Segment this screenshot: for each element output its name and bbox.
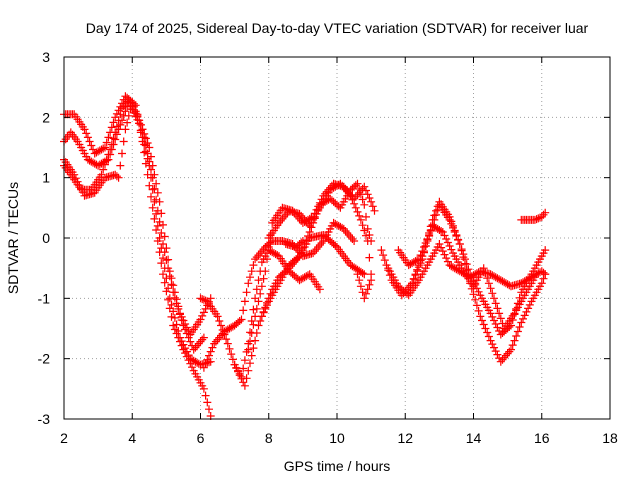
x-axis-label: GPS time / hours — [284, 458, 391, 474]
plus-markers — [384, 240, 550, 300]
plus-markers — [199, 218, 359, 372]
y-tick-label: -1 — [38, 290, 51, 306]
y-tick-labels: -3 -2 -1 0 1 2 3 — [38, 49, 51, 427]
series-track-10 — [264, 179, 376, 279]
x-tick-label: 14 — [466, 430, 482, 446]
y-tick-label: 2 — [42, 109, 50, 125]
x-tick-label: 18 — [602, 430, 618, 446]
plus-markers — [281, 237, 307, 251]
series-track-14 — [384, 240, 550, 300]
series-track-3 — [60, 95, 215, 339]
series-track-6 — [199, 218, 359, 372]
plus-markers — [353, 270, 376, 303]
plus-markers — [196, 246, 324, 381]
series-track-11 — [281, 237, 307, 251]
y-tick-label: 1 — [42, 170, 50, 186]
x-tick-label: 10 — [329, 430, 345, 446]
y-axis-label: SDTVAR / TECUs — [5, 182, 21, 294]
plus-markers — [244, 179, 379, 354]
y-tick-label: -2 — [38, 351, 51, 367]
plus-markers — [517, 208, 550, 224]
plus-markers — [264, 179, 376, 279]
plus-markers — [60, 92, 215, 420]
axis-ticks — [63, 56, 611, 420]
x-tick-label: 6 — [197, 430, 205, 446]
data-points — [60, 92, 550, 420]
y-tick-label: 0 — [42, 230, 50, 246]
series-track-4 — [60, 98, 208, 354]
x-tick-label: 16 — [534, 430, 550, 446]
x-tick-label: 4 — [128, 430, 136, 446]
x-tick-labels: 2 4 6 8 10 12 14 16 18 — [60, 430, 618, 446]
y-tick-label: 3 — [42, 49, 50, 65]
x-tick-label: 12 — [397, 430, 413, 446]
grid-lines — [64, 57, 610, 419]
y-tick-label: -3 — [38, 411, 51, 427]
plus-markers — [408, 221, 539, 333]
plus-markers — [60, 98, 208, 354]
plus-markers — [60, 95, 215, 339]
series-track-5 — [196, 246, 324, 381]
chart-title: Day 174 of 2025, Sidereal Day-to-day VTE… — [86, 20, 589, 36]
series-track-16 — [408, 221, 539, 333]
x-tick-label: 2 — [60, 430, 68, 446]
series-track-1 — [60, 92, 215, 420]
series-track-12 — [353, 270, 376, 303]
series-track-17 — [517, 208, 550, 224]
series-track-8 — [244, 179, 379, 354]
x-tick-label: 8 — [265, 430, 273, 446]
